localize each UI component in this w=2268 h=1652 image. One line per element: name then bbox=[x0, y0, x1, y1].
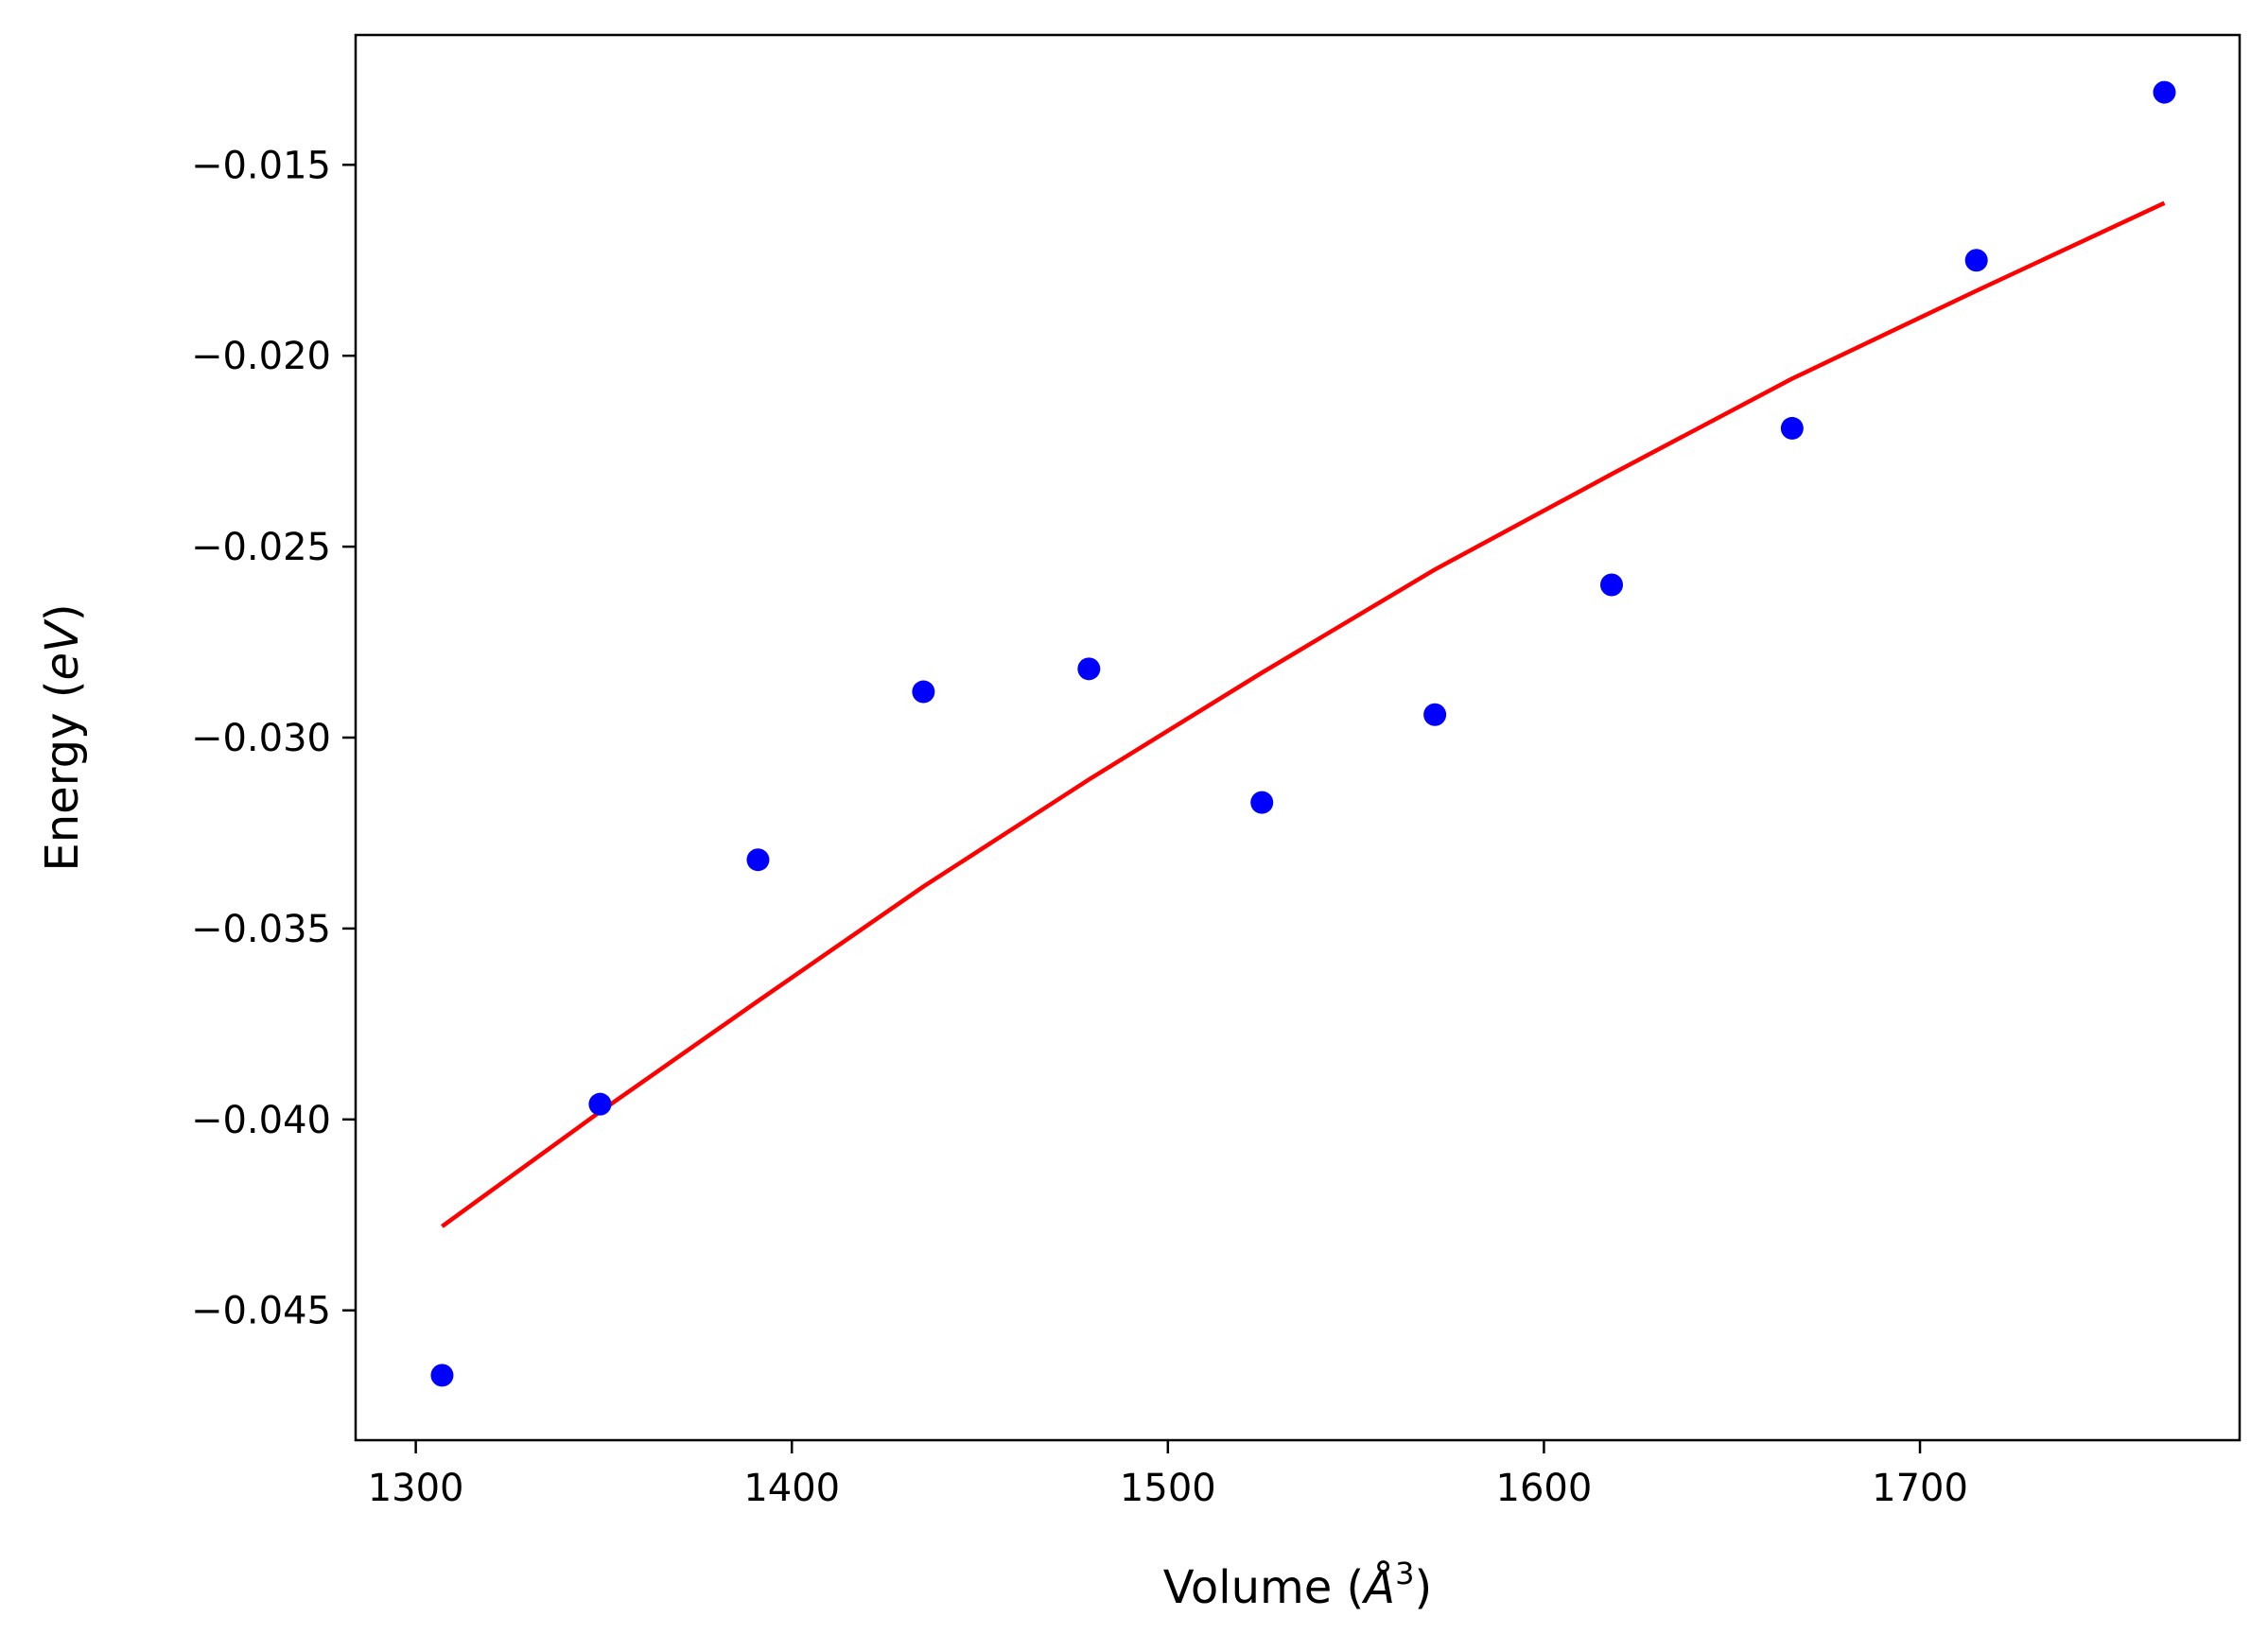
x-axis-label-suffix: ) bbox=[1414, 1561, 1432, 1614]
y-tick-label: −0.025 bbox=[191, 526, 331, 569]
y-axis-label: Energy (eV) bbox=[36, 603, 89, 871]
y-tick-label: −0.045 bbox=[191, 1290, 331, 1333]
x-axis-label-exponent: 3 bbox=[1395, 1556, 1414, 1591]
data-point bbox=[2153, 80, 2176, 104]
x-tick-label: 1300 bbox=[368, 1467, 464, 1510]
data-point bbox=[1780, 416, 1804, 440]
data-point bbox=[1250, 791, 1274, 814]
y-tick-label: −0.020 bbox=[191, 335, 331, 378]
x-axis-label-prefix: Volume ( bbox=[1163, 1561, 1365, 1614]
data-point bbox=[1964, 249, 1988, 272]
data-point bbox=[1077, 657, 1101, 681]
y-axis-label-prefix: Energy ( bbox=[36, 681, 89, 872]
y-axis-label-suffix: ) bbox=[36, 603, 89, 621]
data-point bbox=[912, 680, 935, 704]
y-axis-ticks: −0.045 −0.040 −0.035 −0.030 −0.025 −0.020 −0.0… bbox=[191, 144, 356, 1333]
data-point bbox=[588, 1092, 612, 1116]
y-axis-label-unit: eV bbox=[36, 618, 89, 681]
x-tick-label: 1700 bbox=[1872, 1467, 1968, 1510]
x-axis-label: Volume (Å3) bbox=[1163, 1556, 1432, 1614]
x-tick-label: 1500 bbox=[1120, 1467, 1216, 1510]
y-tick-label: −0.015 bbox=[191, 144, 331, 187]
plot-content bbox=[430, 80, 2176, 1387]
x-axis-label-unit: Å bbox=[1361, 1560, 1395, 1614]
data-point bbox=[746, 848, 770, 872]
data-point bbox=[430, 1364, 454, 1387]
y-tick-label: −0.040 bbox=[191, 1099, 331, 1142]
y-tick-label: −0.035 bbox=[191, 908, 331, 951]
data-point bbox=[1423, 703, 1447, 726]
x-axis-ticks: 1300 1400 1500 1600 1700 bbox=[368, 1440, 1968, 1510]
fit-curve bbox=[441, 200, 2166, 1228]
plot-frame bbox=[354, 33, 2242, 1442]
x-tick-label: 1400 bbox=[743, 1467, 840, 1510]
data-point bbox=[1600, 573, 1623, 597]
y-tick-label: −0.030 bbox=[191, 717, 331, 760]
x-tick-label: 1600 bbox=[1496, 1467, 1593, 1510]
